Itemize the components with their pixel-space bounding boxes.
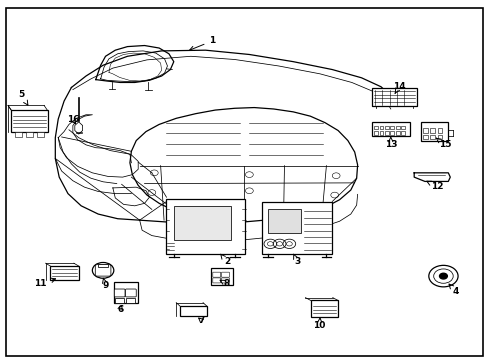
Text: 4: 4 xyxy=(448,284,458,296)
FancyBboxPatch shape xyxy=(429,129,434,133)
Text: 7: 7 xyxy=(198,316,204,325)
FancyBboxPatch shape xyxy=(373,126,377,130)
FancyBboxPatch shape xyxy=(384,131,388,135)
Text: 10: 10 xyxy=(313,318,325,330)
FancyBboxPatch shape xyxy=(212,272,220,277)
FancyBboxPatch shape xyxy=(11,111,47,132)
Text: 3: 3 xyxy=(293,254,300,266)
FancyBboxPatch shape xyxy=(95,265,111,276)
FancyBboxPatch shape xyxy=(126,298,135,303)
FancyBboxPatch shape xyxy=(395,131,399,135)
Text: 16: 16 xyxy=(66,115,79,124)
Text: 8: 8 xyxy=(220,279,229,288)
FancyBboxPatch shape xyxy=(115,298,124,303)
FancyBboxPatch shape xyxy=(310,301,337,317)
FancyBboxPatch shape xyxy=(37,132,43,137)
FancyBboxPatch shape xyxy=(261,202,331,253)
Text: 12: 12 xyxy=(426,181,443,191)
FancyBboxPatch shape xyxy=(437,135,442,139)
FancyBboxPatch shape xyxy=(98,264,108,267)
FancyBboxPatch shape xyxy=(26,132,33,137)
Text: 6: 6 xyxy=(117,305,123,314)
Polygon shape xyxy=(75,122,82,134)
Text: 14: 14 xyxy=(392,82,405,94)
FancyBboxPatch shape xyxy=(371,122,409,136)
FancyBboxPatch shape xyxy=(166,199,245,253)
Text: 5: 5 xyxy=(18,90,28,105)
Text: 15: 15 xyxy=(435,138,451,149)
FancyBboxPatch shape xyxy=(389,131,393,135)
FancyBboxPatch shape xyxy=(180,306,206,316)
FancyBboxPatch shape xyxy=(125,289,136,297)
FancyBboxPatch shape xyxy=(389,126,393,130)
FancyBboxPatch shape xyxy=(379,126,383,130)
FancyBboxPatch shape xyxy=(400,126,404,130)
FancyBboxPatch shape xyxy=(114,282,138,303)
Text: 9: 9 xyxy=(102,278,108,290)
FancyBboxPatch shape xyxy=(371,88,416,106)
FancyBboxPatch shape xyxy=(400,131,404,135)
FancyBboxPatch shape xyxy=(373,131,377,135)
FancyBboxPatch shape xyxy=(395,126,399,130)
FancyBboxPatch shape xyxy=(429,135,434,139)
FancyBboxPatch shape xyxy=(211,268,232,285)
FancyBboxPatch shape xyxy=(422,129,427,133)
FancyBboxPatch shape xyxy=(437,129,442,133)
FancyBboxPatch shape xyxy=(50,266,79,280)
FancyBboxPatch shape xyxy=(384,126,388,130)
FancyBboxPatch shape xyxy=(212,278,220,283)
Text: 2: 2 xyxy=(220,254,229,266)
Circle shape xyxy=(439,273,447,279)
FancyBboxPatch shape xyxy=(267,209,301,233)
FancyBboxPatch shape xyxy=(420,122,447,141)
FancyBboxPatch shape xyxy=(221,272,229,277)
Text: 1: 1 xyxy=(189,36,215,50)
FancyBboxPatch shape xyxy=(173,206,231,240)
Text: 11: 11 xyxy=(35,278,56,288)
FancyBboxPatch shape xyxy=(422,135,427,139)
FancyBboxPatch shape xyxy=(15,132,22,137)
FancyBboxPatch shape xyxy=(114,289,125,297)
Text: 13: 13 xyxy=(384,137,396,149)
FancyBboxPatch shape xyxy=(221,278,229,283)
FancyBboxPatch shape xyxy=(379,131,383,135)
